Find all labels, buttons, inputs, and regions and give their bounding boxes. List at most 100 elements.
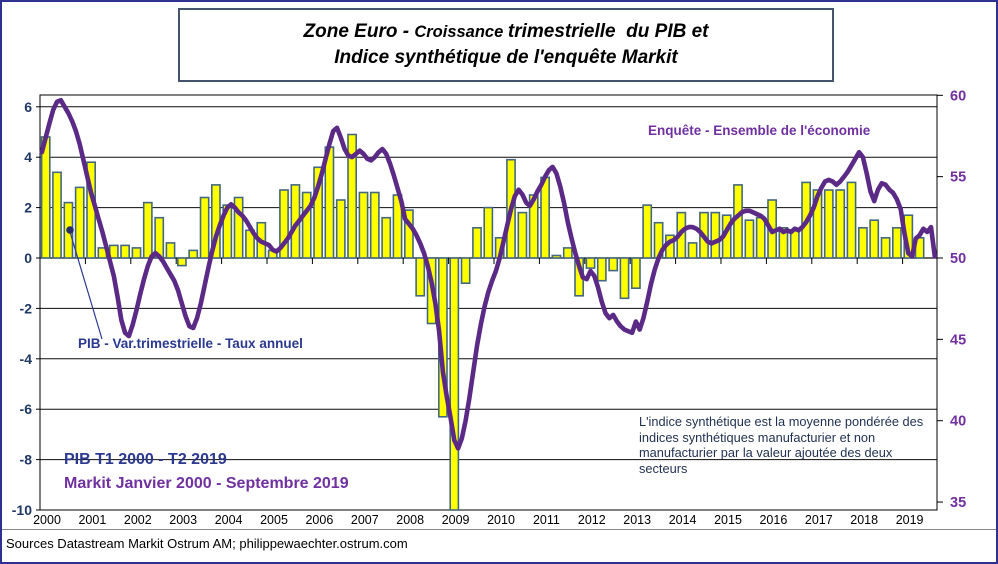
gdp-bar xyxy=(585,257,596,269)
gdp-bar xyxy=(188,249,199,259)
x-axis-year-label: 2016 xyxy=(759,513,787,527)
left-axis-tick-label: -10 xyxy=(12,502,32,518)
right-axis-tick-label: 40 xyxy=(950,414,966,430)
x-axis-year-label: 2014 xyxy=(669,513,697,527)
gdp-bar xyxy=(120,244,130,259)
gdp-bar xyxy=(381,216,392,259)
gdp-bar xyxy=(301,191,312,259)
left-axis-tick-label: 6 xyxy=(24,99,32,115)
x-axis-year-label: 2015 xyxy=(714,513,742,527)
gdp-bar xyxy=(562,247,573,259)
x-axis-year-label: 2010 xyxy=(487,513,515,527)
coverage-note: PIB T1 2000 - T2 2019 Markit Janvier 200… xyxy=(64,448,349,496)
gdp-bar xyxy=(142,201,153,259)
gdp-bar xyxy=(279,189,289,259)
right-axis-tick-label: 35 xyxy=(950,495,966,511)
x-axis-year-label: 2001 xyxy=(78,513,106,527)
line-series-label: Enquête - Ensemble de l'économie xyxy=(648,123,871,138)
x-axis-year-label: 2017 xyxy=(805,513,833,527)
gdp-bar xyxy=(744,219,755,259)
gdp-bar xyxy=(642,204,653,259)
gdp-bar xyxy=(880,237,891,259)
gdp-bar xyxy=(415,257,426,297)
gdp-bar xyxy=(517,211,528,259)
gdp-bar xyxy=(778,227,789,259)
gdp-bar xyxy=(74,186,85,259)
chart-title-line2: Indice synthétique de l'enquête Markit xyxy=(334,47,678,68)
x-axis-year-label: 2018 xyxy=(850,513,878,527)
gdp-bar xyxy=(710,211,721,259)
x-axis-year-label: 2005 xyxy=(260,513,288,527)
gdp-bar xyxy=(891,227,902,259)
x-axis-year-label: 2004 xyxy=(215,513,243,527)
gdp-bar xyxy=(846,181,857,259)
gdp-bar xyxy=(812,189,823,259)
gdp-bar xyxy=(687,242,698,259)
gdp-bar xyxy=(40,136,51,259)
sources-text: Sources Datastream Markit Ostrum AM; phi… xyxy=(6,536,408,551)
right-axis-tick-label: 45 xyxy=(950,332,966,348)
left-axis-tick-label: 4 xyxy=(24,149,32,165)
right-axis-tick-label: 60 xyxy=(950,88,966,104)
gdp-bar xyxy=(165,242,176,259)
gdp-bar xyxy=(347,133,357,259)
left-axis-tick-label: -8 xyxy=(20,452,33,468)
gdp-bar xyxy=(835,189,846,259)
x-axis-year-label: 2009 xyxy=(442,513,470,527)
gdp-bar xyxy=(869,219,880,259)
left-axis-tick-label: 0 xyxy=(24,250,32,266)
x-axis-year-label: 2003 xyxy=(169,513,197,527)
coverage-markit: Markit Janvier 2000 - Septembre 2019 xyxy=(64,475,349,492)
gdp-bar xyxy=(177,257,187,267)
gdp-bar xyxy=(483,206,494,259)
x-axis-year-label: 2012 xyxy=(578,513,606,527)
x-axis-year-label: 2008 xyxy=(396,513,424,527)
chart-title-box: Zone Euro - Croissance trimestrielle du … xyxy=(178,8,834,82)
gdp-bar xyxy=(199,196,210,259)
gdp-bar xyxy=(857,227,868,259)
bar-label-leader xyxy=(66,226,103,340)
left-axis-tick-label: -6 xyxy=(20,401,33,417)
markit-line xyxy=(39,97,938,451)
x-axis-year-label: 2013 xyxy=(623,513,651,527)
left-axis-tick-label: -4 xyxy=(20,351,33,367)
left-axis: 6 4 2 0 -2 -4 -6 -8 -10 xyxy=(12,99,40,518)
gdp-bar xyxy=(619,257,630,300)
gdp-bar xyxy=(608,257,619,272)
title-rest: trimestrielle du PIB et xyxy=(507,21,709,42)
left-axis-tick-label: -2 xyxy=(20,300,33,316)
gdp-bar xyxy=(596,257,607,282)
right-axis: 60 55 50 45 40 35 xyxy=(937,88,966,511)
x-axis-year-label: 2002 xyxy=(124,513,152,527)
left-axis-tick-label: 2 xyxy=(24,200,32,216)
gdp-bar xyxy=(313,166,323,259)
right-axis-tick-label: 55 xyxy=(950,170,966,186)
gdp-bar xyxy=(358,191,369,259)
coverage-pib: PIB T1 2000 - T2 2019 xyxy=(64,451,227,468)
gdp-bar xyxy=(540,176,550,259)
gdp-bar xyxy=(551,254,562,259)
title-zone-euro: Zone Euro - xyxy=(303,21,415,42)
gdp-bar xyxy=(823,189,834,259)
gdp-bar xyxy=(449,257,460,511)
gdp-bar xyxy=(52,171,62,259)
chart-title-line1: Zone Euro - Croissance trimestrielle du … xyxy=(304,19,709,45)
x-axis-year-label: 2011 xyxy=(533,513,560,527)
gdp-bar xyxy=(131,247,142,259)
gdp-bar xyxy=(755,216,766,259)
footer-divider xyxy=(2,529,996,530)
x-axis-year-label: 2019 xyxy=(896,513,924,527)
gdp-bar xyxy=(789,229,800,259)
x-axis: 2000 2001 2002 2003 2004 2005 2006 2007 2008 2009… xyxy=(33,258,924,527)
gdp-bar xyxy=(403,209,414,259)
gdp-bar xyxy=(233,196,244,259)
methodology-note: L'indice synthétique est la moyenne pond… xyxy=(639,414,924,476)
bar-series-label: PIB - Var.trimestrielle - Taux annuel xyxy=(78,336,303,351)
gdp-bar xyxy=(460,257,471,285)
title-croissance: Croissance xyxy=(414,23,508,41)
x-axis-year-label: 2006 xyxy=(305,513,333,527)
x-axis-year-label: 2000 xyxy=(33,513,61,527)
x-axis-year-label: 2007 xyxy=(351,513,379,527)
